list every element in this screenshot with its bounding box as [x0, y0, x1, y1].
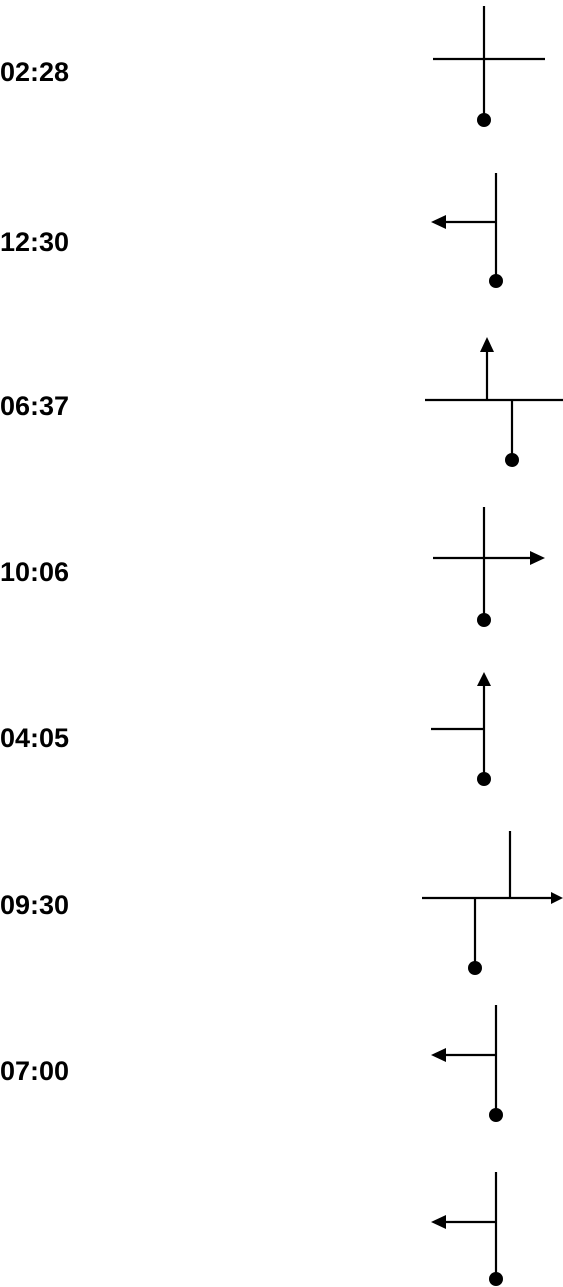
dot-icon: [505, 453, 519, 467]
arrowhead-icon: [551, 892, 563, 904]
symbol-row-4: [433, 507, 545, 627]
dot-icon: [477, 113, 491, 127]
symbol-row-6: [422, 831, 563, 975]
dot-icon: [489, 274, 503, 288]
time-label-7: 07:00: [0, 1056, 70, 1086]
time-label-4: 10:06: [0, 557, 70, 587]
dot-icon: [468, 961, 482, 975]
symbol-row-3: [425, 337, 563, 467]
dot-icon: [477, 772, 491, 786]
dot-icon: [489, 1108, 503, 1122]
dot-icon: [489, 1272, 503, 1286]
symbol-row-5: [431, 672, 491, 786]
arrowhead-icon: [477, 672, 491, 686]
symbol-row-7: [431, 1005, 503, 1122]
time-label-3: 06:37: [0, 391, 70, 421]
symbol-row-1: [433, 6, 545, 127]
arrowhead-icon: [480, 337, 494, 352]
time-label-2: 12:30: [0, 227, 70, 257]
time-label-6: 09:30: [0, 890, 70, 920]
symbol-row-2: [431, 173, 503, 288]
arrowhead-icon: [431, 1048, 446, 1062]
time-label-1: 02:28: [0, 57, 70, 87]
symbol-row-8: [431, 1172, 503, 1286]
arrowhead-icon: [530, 551, 545, 565]
arrowhead-icon: [431, 1215, 446, 1229]
arrowhead-icon: [431, 215, 446, 229]
time-label-5: 04:05: [0, 723, 70, 753]
dot-icon: [477, 613, 491, 627]
